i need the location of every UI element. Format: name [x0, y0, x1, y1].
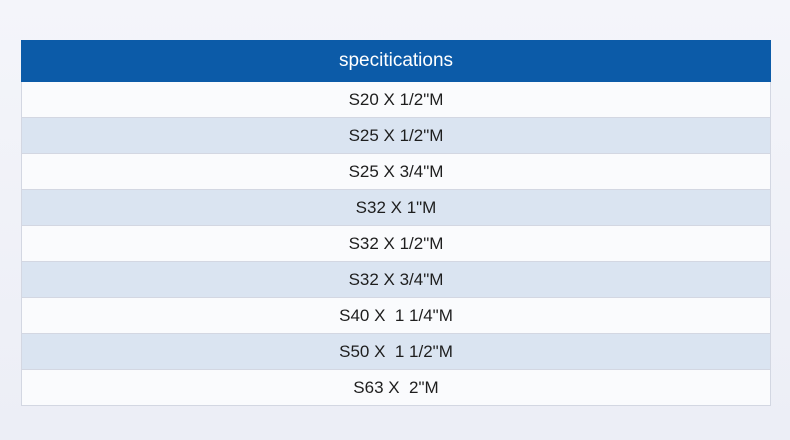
specifications-table: specitications S20 X 1/2"M S25 X 1/2"M S… — [21, 40, 771, 406]
spec-cell: S40 X 1 1/4"M — [21, 297, 771, 334]
table-row: S63 X 2"M — [21, 369, 771, 406]
spec-cell: S32 X 3/4"M — [21, 261, 771, 298]
table-body: S20 X 1/2"M S25 X 1/2"M S25 X 3/4"M S32 … — [21, 81, 771, 406]
spec-cell: S63 X 2"M — [21, 369, 771, 406]
table-row: S40 X 1 1/4"M — [21, 297, 771, 334]
table-row: S50 X 1 1/2"M — [21, 333, 771, 370]
header-row: specitications — [21, 40, 771, 82]
table-row: S25 X 3/4"M — [21, 153, 771, 190]
table-row: S32 X 1/2"M — [21, 225, 771, 262]
spec-cell: S20 X 1/2"M — [21, 81, 771, 118]
table-row: S32 X 3/4"M — [21, 261, 771, 298]
table-row: S32 X 1"M — [21, 189, 771, 226]
spec-cell: S25 X 3/4"M — [21, 153, 771, 190]
spec-cell: S25 X 1/2"M — [21, 117, 771, 154]
spec-cell: S50 X 1 1/2"M — [21, 333, 771, 370]
table-header: specitications — [21, 40, 771, 82]
spec-cell: S32 X 1/2"M — [21, 225, 771, 262]
spec-cell: S32 X 1"M — [21, 189, 771, 226]
header-cell-specifications: specitications — [21, 40, 771, 82]
table-row: S25 X 1/2"M — [21, 117, 771, 154]
table-row: S20 X 1/2"M — [21, 81, 771, 118]
